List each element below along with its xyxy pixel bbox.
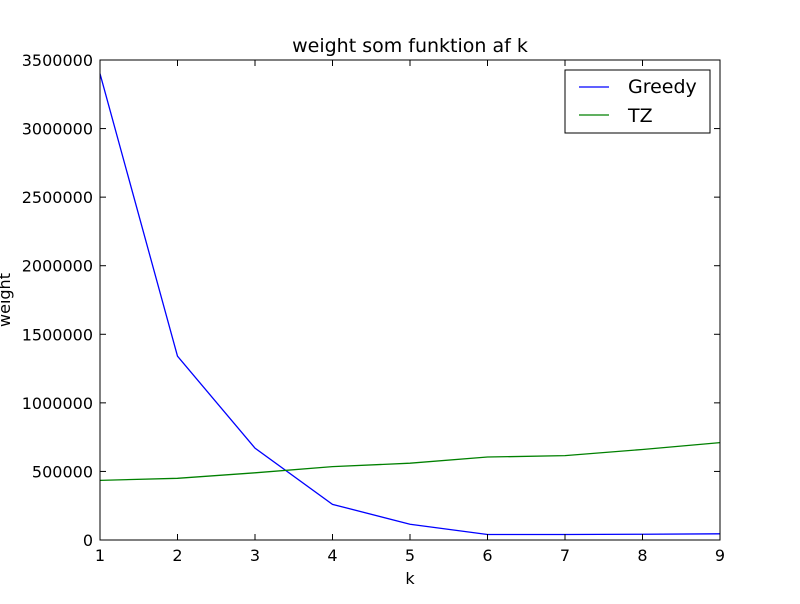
chart-title: weight som funktion af k [292, 35, 528, 57]
x-tick-label: 9 [715, 546, 725, 565]
x-tick-label: 4 [327, 546, 337, 565]
y-tick-label: 3000000 [22, 120, 93, 139]
y-tick-label: 2500000 [22, 188, 93, 207]
y-axis-label: weight [0, 273, 14, 327]
y-tick-label: 1500000 [22, 325, 93, 344]
y-tick-label: 1000000 [22, 394, 93, 413]
x-tick-label: 5 [405, 546, 415, 565]
y-tick-label: 500000 [32, 462, 93, 481]
y-tick-label: 3500000 [22, 51, 93, 70]
legend: Greedy TZ [564, 69, 711, 134]
x-tick-label: 6 [482, 546, 492, 565]
legend-label-greedy: Greedy [628, 76, 697, 98]
x-tick-label: 3 [250, 546, 260, 565]
x-tick-label: 1 [95, 546, 105, 565]
legend-label-tz: TZ [627, 105, 653, 127]
x-tick-label: 2 [172, 546, 182, 565]
x-tick-label: 7 [560, 546, 570, 565]
series-line-tz [99, 441, 721, 481]
series-line-greedy [99, 73, 721, 536]
y-tick-label: 2000000 [22, 257, 93, 276]
y-tick-label: 0 [83, 531, 93, 550]
series-layer [99, 73, 721, 536]
x-axis-label: k [405, 569, 415, 588]
legend-box [564, 69, 711, 134]
x-tick-label: 8 [637, 546, 647, 565]
ticks-layer: 1 2 3 4 5 6 7 8 9 0 500000 1000000 1500000 2000000 250… [22, 51, 725, 565]
